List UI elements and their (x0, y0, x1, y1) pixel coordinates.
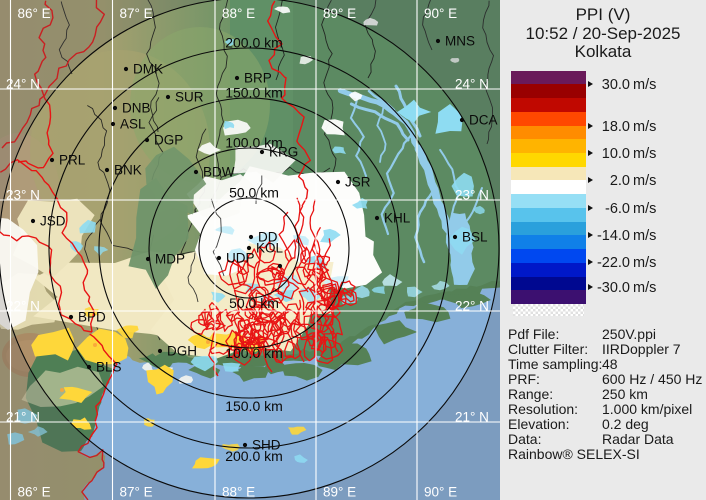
svg-text:DD: DD (258, 230, 278, 245)
svg-text:BLS: BLS (96, 360, 122, 375)
svg-text:24° N: 24° N (455, 77, 489, 92)
svg-text:150.0 km: 150.0 km (225, 85, 283, 101)
svg-text:90° E: 90° E (424, 6, 457, 21)
svg-text:ASL: ASL (120, 117, 146, 132)
svg-text:DGP: DGP (154, 133, 183, 148)
svg-text:90° E: 90° E (424, 485, 457, 500)
svg-text:87° E: 87° E (120, 6, 153, 21)
svg-text:UDP: UDP (226, 251, 255, 266)
svg-text:22° N: 22° N (455, 299, 489, 314)
svg-text:MNS: MNS (445, 34, 475, 49)
svg-text:JSD: JSD (40, 214, 66, 229)
svg-text:DNB: DNB (122, 101, 151, 116)
svg-text:DCA: DCA (469, 113, 498, 128)
svg-text:87° E: 87° E (120, 485, 153, 500)
svg-text:89° E: 89° E (323, 6, 356, 21)
svg-text:DGH: DGH (167, 344, 197, 359)
svg-text:KHL: KHL (384, 211, 411, 226)
svg-text:PRL: PRL (59, 153, 86, 168)
svg-text:100.0 km: 100.0 km (225, 135, 283, 151)
svg-text:22° N: 22° N (6, 299, 40, 314)
svg-text:JSR: JSR (345, 175, 371, 190)
svg-text:BNK: BNK (114, 163, 142, 178)
svg-text:88° E: 88° E (222, 485, 255, 500)
svg-text:MDP: MDP (155, 252, 185, 267)
svg-text:21° N: 21° N (455, 410, 489, 425)
svg-text:BPD: BPD (78, 310, 106, 325)
svg-text:24° N: 24° N (6, 77, 40, 92)
svg-text:DMK: DMK (133, 62, 163, 77)
svg-text:BRP: BRP (244, 71, 272, 86)
svg-text:KOL: KOL (256, 241, 284, 256)
svg-text:23° N: 23° N (6, 188, 40, 203)
svg-text:SHD: SHD (252, 438, 281, 453)
svg-text:200.0 km: 200.0 km (225, 448, 283, 464)
svg-text:21° N: 21° N (6, 410, 40, 425)
svg-text:100.0 km: 100.0 km (225, 345, 283, 361)
svg-text:86° E: 86° E (18, 485, 51, 500)
svg-text:23° N: 23° N (455, 188, 489, 203)
svg-text:150.0 km: 150.0 km (225, 398, 283, 414)
svg-text:200.0 km: 200.0 km (225, 35, 283, 51)
svg-text:88° E: 88° E (222, 6, 255, 21)
svg-text:BDW: BDW (203, 165, 235, 180)
svg-text:KRG: KRG (269, 145, 298, 160)
svg-text:89° E: 89° E (323, 485, 356, 500)
svg-text:50.0 km: 50.0 km (229, 295, 279, 311)
svg-text:BSL: BSL (462, 230, 488, 245)
svg-text:50.0 km: 50.0 km (229, 185, 279, 201)
svg-text:86° E: 86° E (18, 6, 51, 21)
svg-text:SUR: SUR (175, 90, 204, 105)
